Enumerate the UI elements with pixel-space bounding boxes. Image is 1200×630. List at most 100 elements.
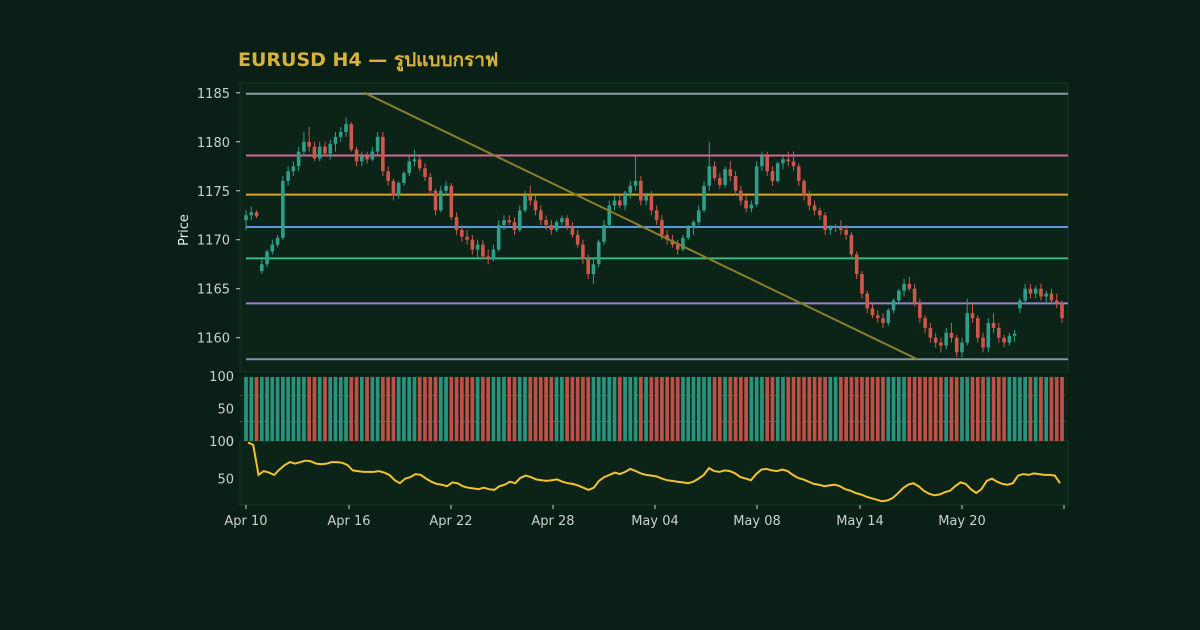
candle-body — [749, 204, 754, 209]
candle-body — [612, 200, 617, 206]
horizontal-levels — [246, 92, 1068, 361]
candle-body — [660, 220, 664, 235]
candle — [870, 303, 875, 319]
candle-body — [665, 234, 669, 240]
candle — [570, 222, 575, 238]
volume-bar — [465, 377, 469, 441]
candle-body — [333, 136, 338, 144]
candle-body — [839, 227, 843, 230]
candle-body — [786, 159, 791, 162]
candle — [354, 146, 359, 167]
volume-bar — [307, 377, 312, 441]
candle-body — [549, 225, 554, 230]
volume-bar — [833, 377, 838, 441]
volume-bar — [749, 377, 754, 441]
candle — [812, 200, 817, 216]
volume-bar — [1012, 377, 1017, 441]
candle-body — [260, 264, 264, 272]
candle-body — [370, 151, 375, 160]
candle-body — [428, 177, 433, 191]
volume-bar — [386, 377, 390, 441]
candle-body — [923, 318, 927, 328]
candle — [965, 298, 970, 346]
candle-body — [796, 166, 801, 181]
candle — [607, 200, 612, 228]
volume-bar — [470, 377, 475, 441]
candle-body — [718, 178, 722, 185]
candle — [1007, 332, 1012, 346]
volume-bar — [1023, 377, 1027, 441]
volume-bar — [517, 377, 522, 441]
volume-bar — [717, 377, 722, 441]
candle — [444, 180, 448, 196]
oscillator-panel-bg — [239, 440, 1069, 506]
candle-body — [686, 227, 691, 238]
candle — [875, 310, 880, 324]
volume-bar — [849, 377, 854, 441]
candle-body — [823, 215, 827, 230]
candle — [423, 163, 427, 181]
volume-bar — [275, 377, 280, 441]
candle — [907, 276, 912, 291]
candle — [428, 173, 433, 196]
candle-body — [554, 222, 559, 230]
volume-bar — [1007, 377, 1012, 441]
candle-body — [275, 237, 280, 245]
volume-bar — [296, 377, 301, 441]
volume-bar — [533, 377, 538, 441]
volume-bar — [628, 377, 633, 441]
candle-body — [296, 151, 301, 167]
candle — [596, 239, 601, 268]
candle-body — [617, 200, 622, 206]
candle — [1028, 283, 1033, 299]
volume-bar — [907, 377, 912, 441]
candle-body — [818, 210, 822, 216]
volume-bar — [860, 377, 864, 441]
candle-body — [933, 337, 938, 343]
x-tick-label: May 20 — [938, 514, 986, 529]
candle — [712, 161, 717, 181]
candle-body — [460, 229, 464, 237]
volume-bar — [444, 377, 448, 441]
x-tick-label: May 14 — [836, 514, 884, 529]
candle-body — [1012, 333, 1017, 336]
candle-body — [349, 124, 354, 150]
candle-body — [602, 225, 606, 242]
candle-body — [649, 195, 654, 211]
volume-bar — [1039, 377, 1043, 441]
volume-bar — [365, 377, 369, 441]
candle-body — [496, 225, 501, 250]
volume-bar — [902, 377, 906, 441]
candle — [818, 207, 822, 221]
volume-bar — [823, 377, 827, 441]
candle-body — [507, 220, 512, 223]
candle-body — [1033, 288, 1038, 294]
volume-bar — [670, 377, 675, 441]
volume-bar — [939, 377, 943, 441]
chart-title: EURUSD H4 — รูปแบบกราฟ — [238, 49, 499, 71]
candle-body — [1002, 337, 1006, 343]
candle — [944, 327, 948, 350]
candle-body — [291, 166, 296, 172]
x-tick-label: Apr 22 — [429, 514, 472, 529]
volume-bar — [417, 377, 422, 441]
candle — [433, 188, 438, 216]
candle — [733, 171, 738, 196]
volume-bar — [512, 377, 517, 441]
candle — [591, 259, 596, 284]
candle — [639, 176, 643, 206]
volume-bar — [965, 377, 970, 441]
candle-body — [475, 244, 480, 250]
candle — [296, 146, 301, 172]
volume-bar — [891, 377, 896, 441]
candle-body — [412, 159, 417, 162]
candle-body — [391, 180, 396, 196]
candle-body — [396, 182, 401, 196]
candle — [323, 141, 327, 157]
x-tick-label: May 08 — [733, 514, 781, 529]
candle-body — [812, 205, 817, 211]
candle — [986, 318, 991, 353]
candle — [1033, 285, 1038, 299]
candle — [728, 161, 733, 181]
